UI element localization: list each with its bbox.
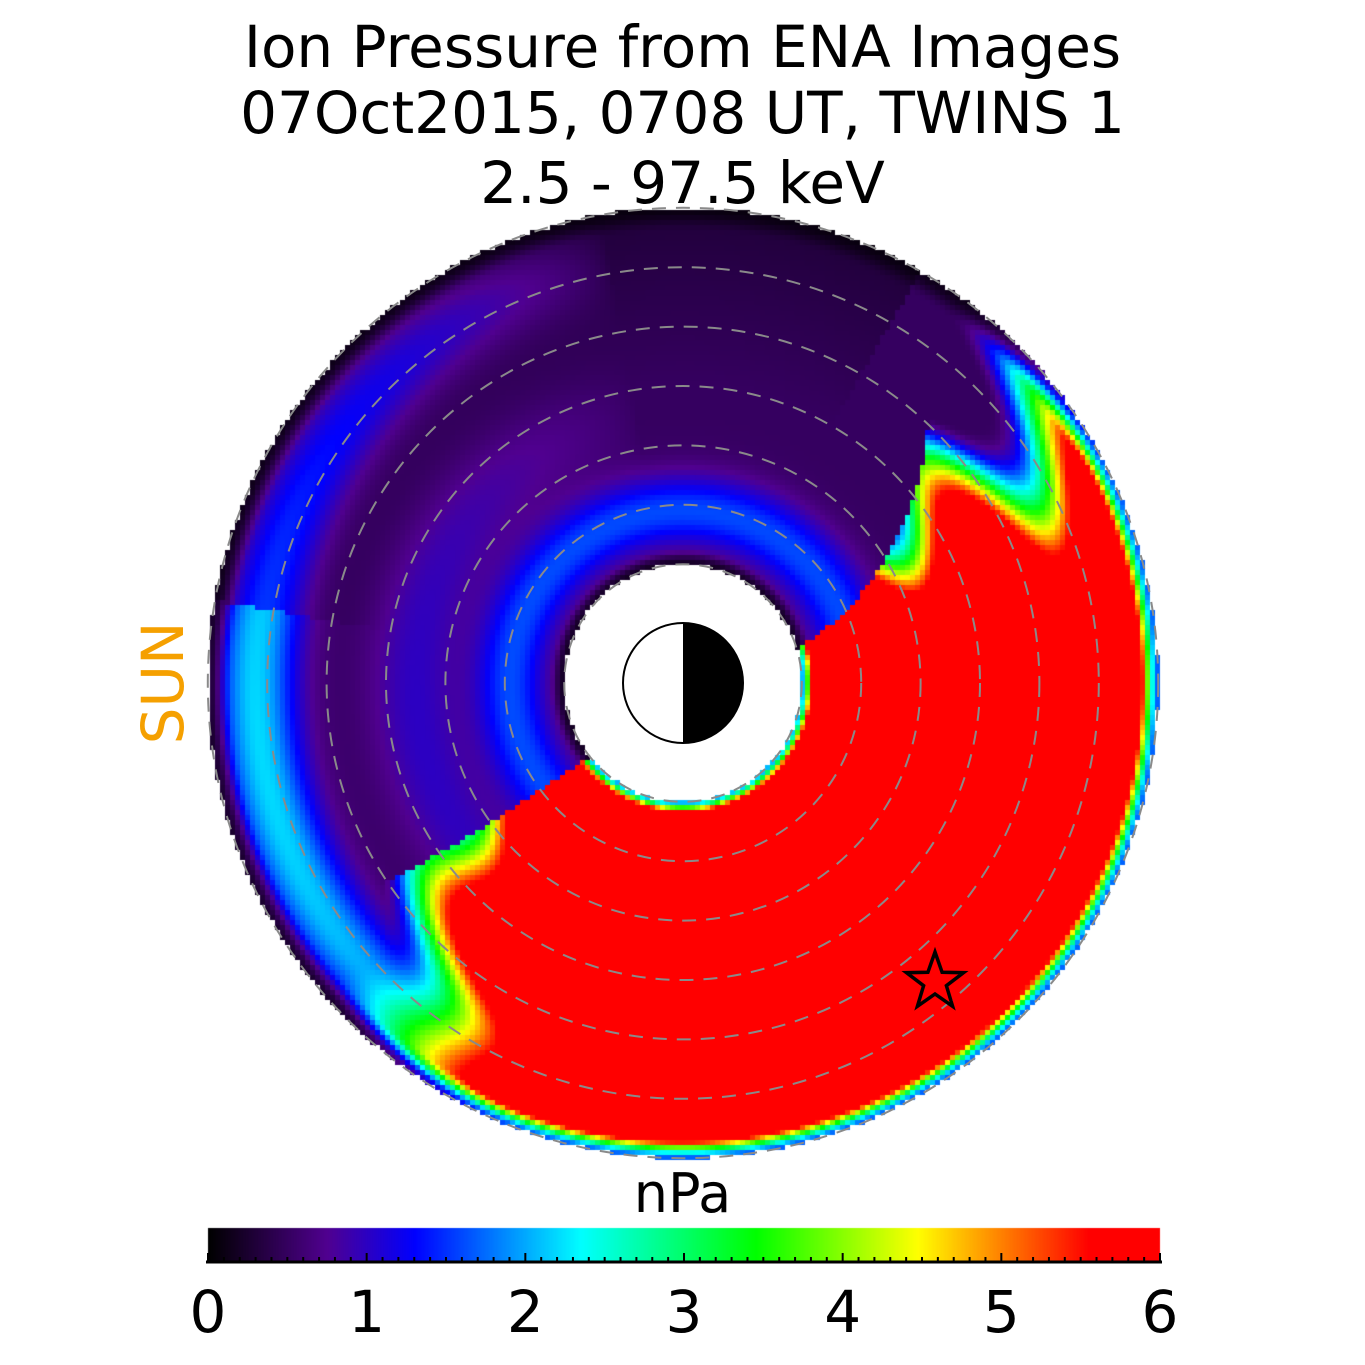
spacecraft-star-icon [901, 946, 969, 1011]
colorbar-tick-label: 3 [665, 1278, 703, 1346]
colorbar-tick-label: 1 [348, 1278, 386, 1346]
colorbar-tick-label: 6 [1141, 1278, 1179, 1346]
sun-label: SUN [129, 621, 197, 745]
grid-circle [503, 503, 863, 863]
grid-circle [266, 266, 1100, 1100]
title-line-1: Ion Pressure from ENA Images [243, 13, 1122, 81]
grid-circle [444, 444, 922, 922]
earth-day-side [622, 622, 744, 744]
colorbar-label: nPa [633, 1162, 732, 1225]
colorbar-tick-label: 4 [824, 1278, 862, 1346]
title-line-3: 2.5 - 97.5 keV [480, 149, 885, 217]
grid-circle [385, 385, 981, 981]
earth-night-side [683, 623, 743, 743]
colorbar-tick-label: 0 [189, 1278, 227, 1346]
grid-circle [206, 206, 1160, 1160]
grid-circle [325, 325, 1041, 1041]
colorbar-tick-label: 2 [506, 1278, 544, 1346]
title-line-2: 07Oct2015, 0708 UT, TWINS 1 [240, 79, 1125, 147]
colorbar-tick-label: 5 [982, 1278, 1020, 1346]
grid-circle [563, 563, 803, 803]
